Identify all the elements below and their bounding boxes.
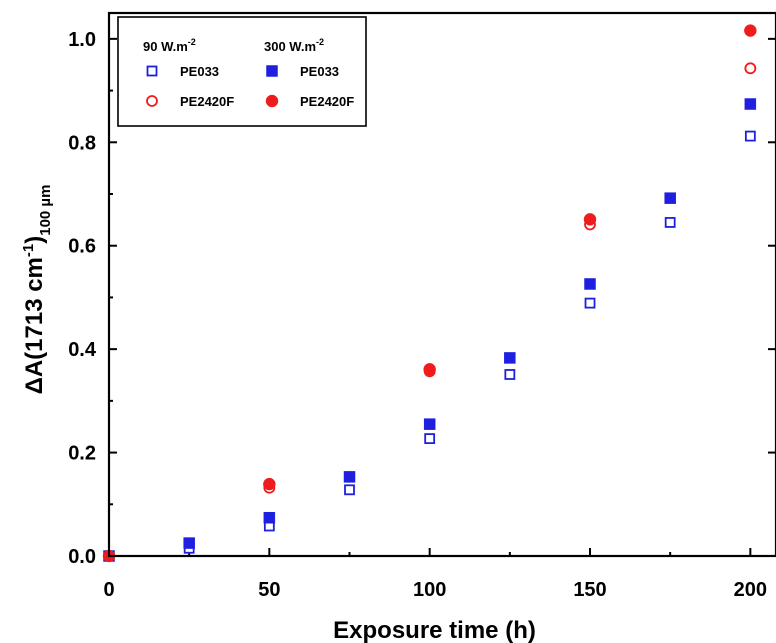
legend-entry-label: PE033 [300,64,339,79]
legend-group-header: 300 W.m-2 [264,37,324,54]
x-tick-label: 50 [258,579,280,601]
data-point [424,433,436,445]
x-tick-label: 0 [103,579,114,601]
data-point [423,418,436,430]
y-tick-label: 0.2 [68,443,96,465]
x-tick-label: 200 [734,579,767,601]
data-point [584,278,596,290]
legend-group-header: 90 W.m-2 [143,37,196,54]
data-point [183,537,195,549]
x-tick-label: 100 [413,579,446,601]
series-2 [103,98,757,562]
plot-frame [107,11,776,558]
x-axis-title: Exposure time (h) [333,617,536,643]
legend-marker [266,65,278,77]
data-point [343,471,356,483]
legend-marker [146,65,158,77]
data-point [744,62,757,75]
data-point [744,130,756,142]
series-0 [103,130,756,562]
y-axis-title: ΔA(1713 cm-1)100 µm [20,185,54,395]
data-point [423,363,436,376]
y-tick-label: 0.6 [68,236,96,258]
data-point [584,297,596,309]
data-point [263,477,276,491]
data-point [744,24,757,37]
legend-marker [265,94,279,108]
legend-entry-label: PE2420F [300,94,354,109]
data-point [664,217,676,228]
y-tick-label: 1.0 [68,29,96,51]
legend-marker [146,95,158,107]
legend-entry-label: PE033 [180,64,219,79]
data-point [583,213,597,226]
y-tick-label: 0.0 [68,546,96,568]
legend-entry-label: PE2420F [180,94,234,109]
data-point [263,511,276,524]
data-point [744,98,757,110]
data-point [504,369,516,380]
data-point [344,484,355,496]
data-point [664,192,676,204]
x-tick-label: 150 [573,579,606,601]
legend-box [117,16,367,127]
series-1 [103,62,757,562]
y-tick-label: 0.8 [68,132,96,154]
data-point [504,352,516,364]
y-tick-label: 0.4 [68,339,97,361]
